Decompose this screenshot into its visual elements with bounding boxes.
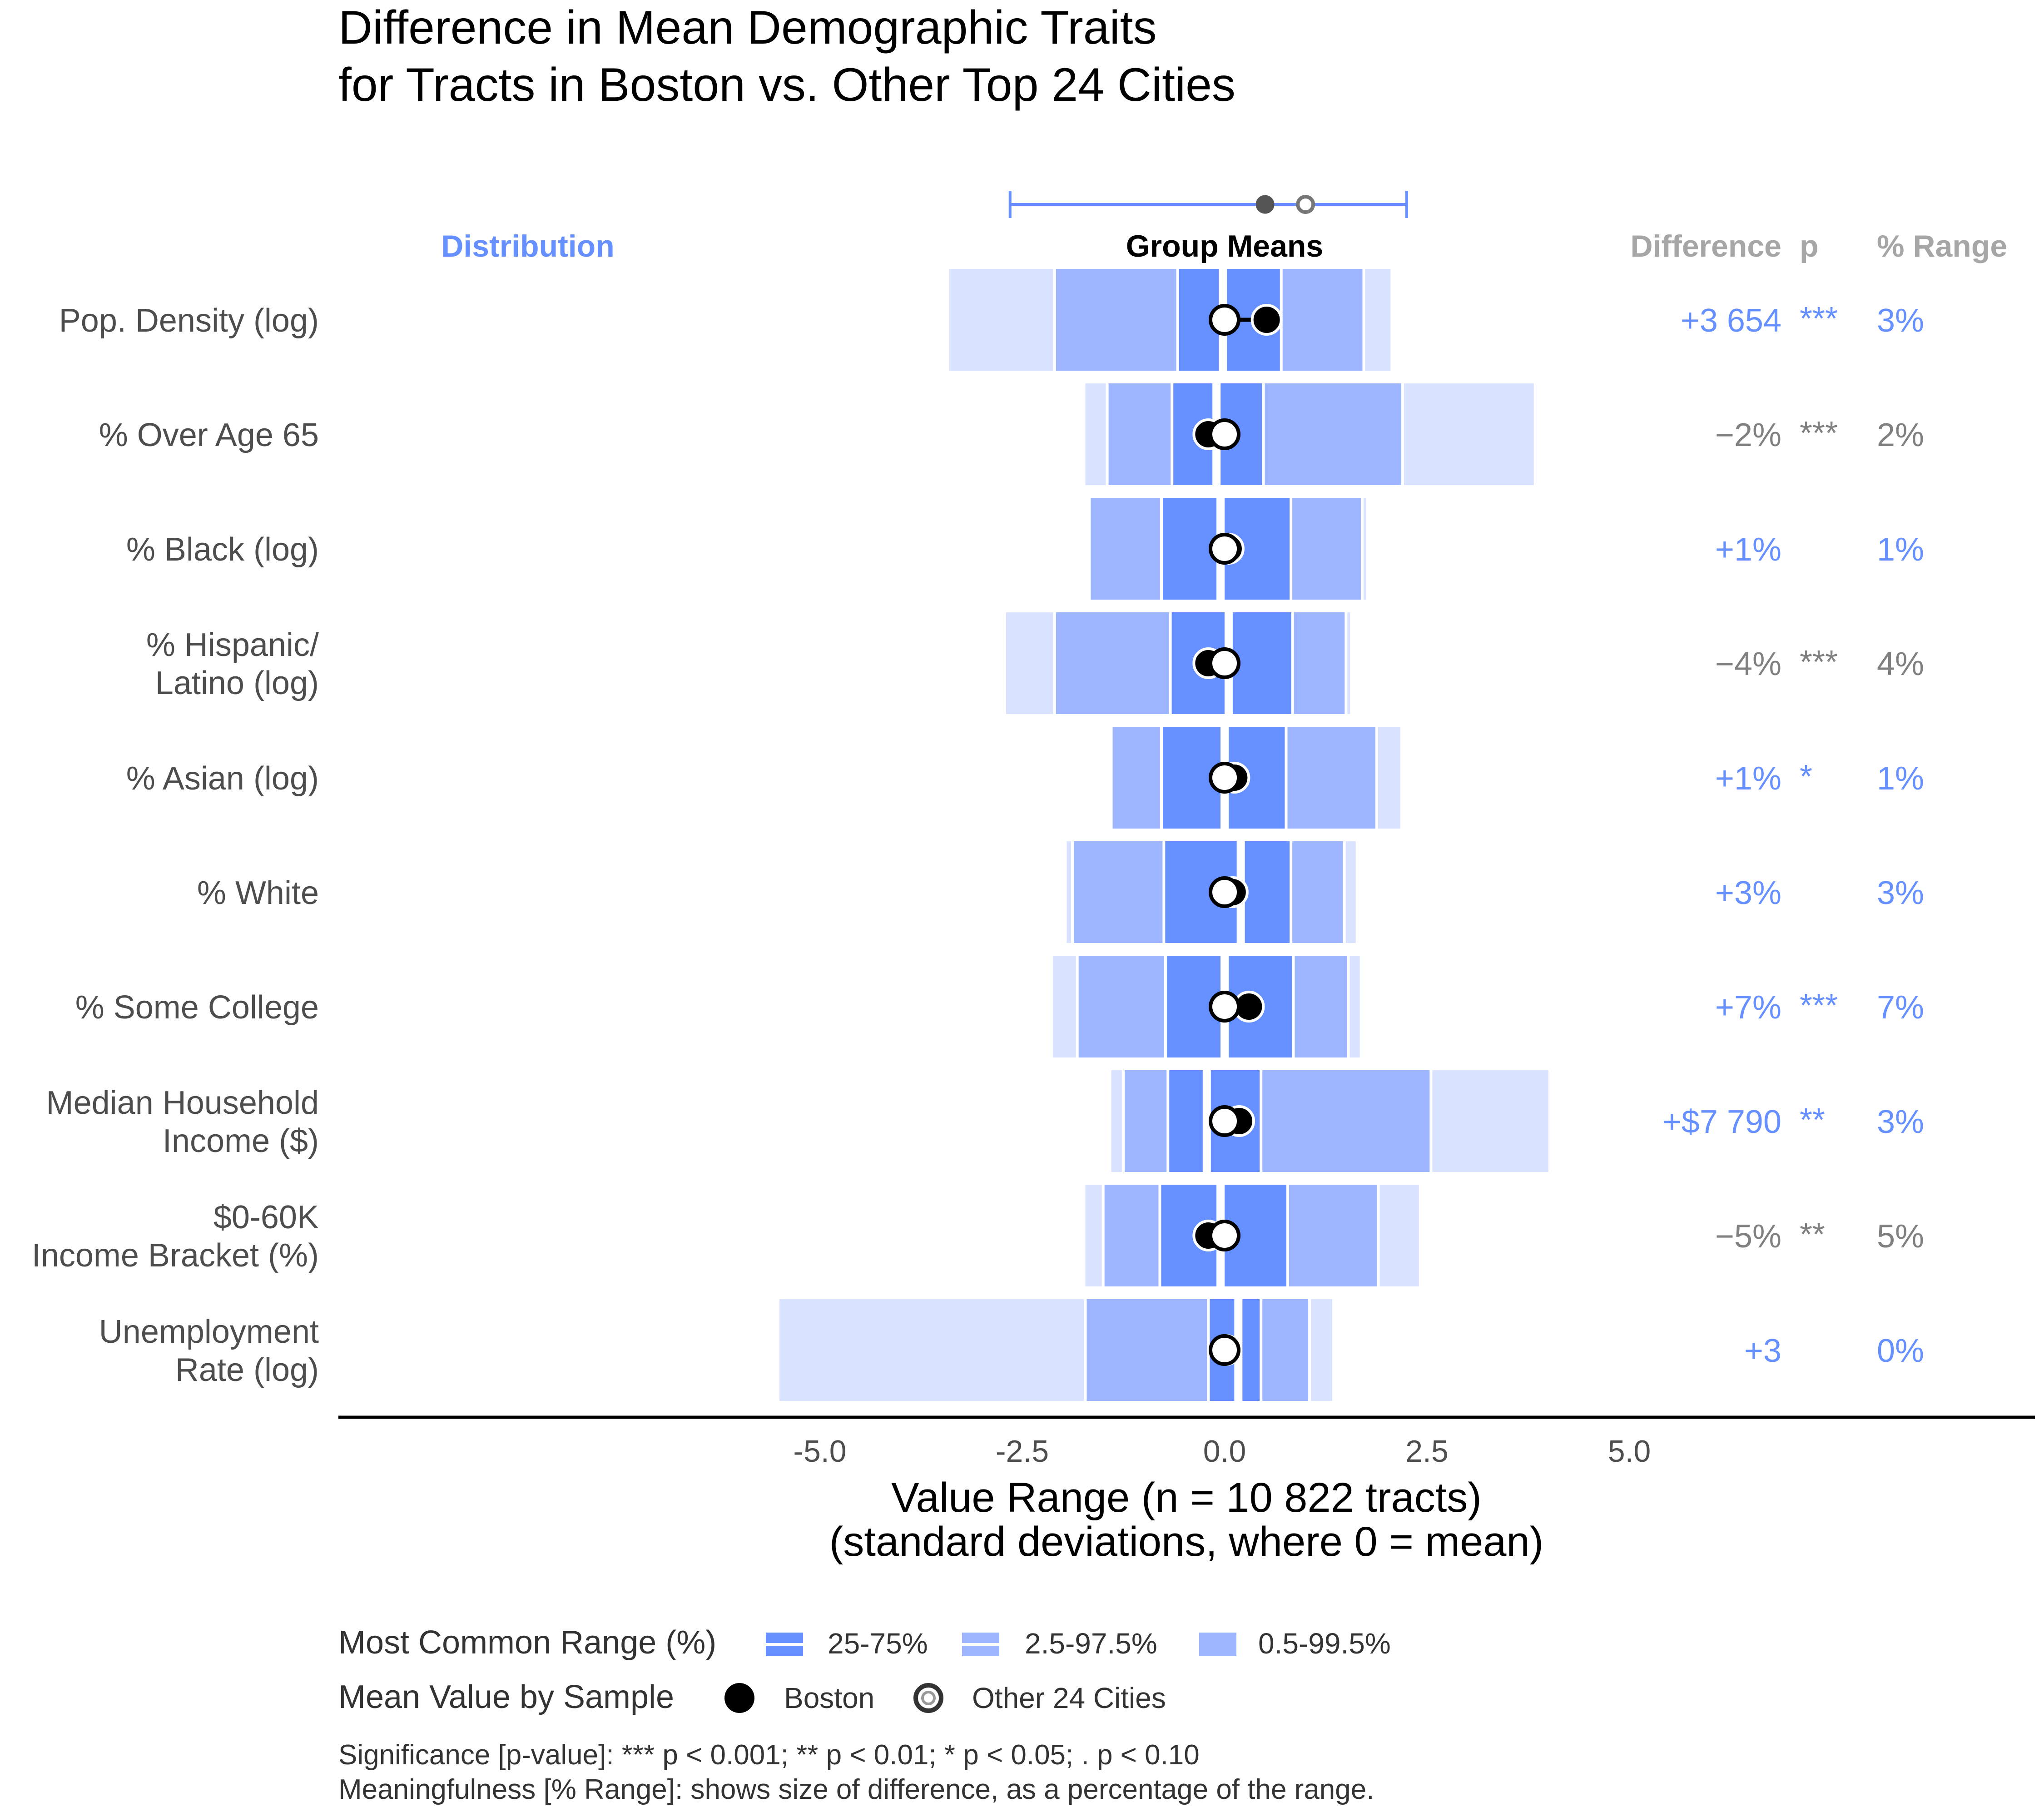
x-tick-label: 2.5 <box>1405 1434 1449 1469</box>
difference-value: +3 654 <box>1681 303 1781 339</box>
legend-range-item: 25-75% <box>828 1627 928 1660</box>
p-value-stars: *** <box>1800 988 1838 1024</box>
p-value-stars: ** <box>1800 1216 1825 1253</box>
difference-value: −4% <box>1715 646 1781 682</box>
row-label: % Hispanic/ <box>146 627 319 663</box>
other-mean-point <box>1209 304 1240 336</box>
x-axis-title-line: Value Range (n = 10 822 tracts) <box>891 1474 1482 1521</box>
band-middle <box>1085 1299 1310 1401</box>
p-value-stars: ** <box>1800 1102 1825 1138</box>
row-label: % Some College <box>75 989 319 1026</box>
other-mean-point <box>1209 533 1240 565</box>
difference-value: +1% <box>1715 531 1781 568</box>
header-group-means: Group Means <box>1126 229 1324 263</box>
other-mean-point <box>1209 1105 1240 1137</box>
boston-mean-point <box>1250 304 1283 336</box>
row-label: Median Household <box>46 1085 319 1121</box>
row-3: % Hispanic/Latino (log) −4% *** 4% <box>146 612 1924 714</box>
legend-mean-item: Other 24 Cities <box>972 1682 1166 1714</box>
legend-range-title: Most Common Range (%) <box>338 1624 716 1661</box>
reference-boston-marker <box>1255 195 1275 214</box>
pct-range-value: 1% <box>1877 531 1924 568</box>
x-tick-label: -2.5 <box>996 1434 1049 1469</box>
x-tick-label: 0.0 <box>1203 1434 1246 1469</box>
reference-other-marker <box>1296 195 1315 214</box>
row-8: $0-60K Income Bracket (%) −5% ** 5% <box>32 1185 1924 1286</box>
pct-range-value: 3% <box>1877 875 1924 911</box>
header-difference: Difference <box>1630 229 1781 263</box>
legend-mean-title: Mean Value by Sample <box>338 1679 674 1715</box>
row-label: % Asian (log) <box>126 760 319 797</box>
pct-range-value: 7% <box>1877 989 1924 1026</box>
difference-value: −5% <box>1715 1218 1781 1255</box>
other-mean-point <box>1209 876 1240 908</box>
row-label: Income ($) <box>163 1123 319 1159</box>
row-label: Pop. Density (log) <box>59 303 319 339</box>
x-axis-title-line: (standard deviations, where 0 = mean) <box>829 1519 1544 1565</box>
pct-range-value: 2% <box>1877 417 1924 453</box>
legend-range-item: 0.5-99.5% <box>1258 1627 1391 1660</box>
difference-value: +$7 790 <box>1662 1104 1781 1140</box>
other-mean-point <box>1209 1334 1240 1366</box>
row-label: Rate (log) <box>175 1352 319 1388</box>
header-pct-range: % Range <box>1877 229 2007 263</box>
pct-range-value: 0% <box>1877 1333 1924 1369</box>
caption-line: Meaningfulness [% Range]: shows size of … <box>338 1774 1374 1805</box>
pct-range-value: 4% <box>1877 646 1924 682</box>
row-label: % Over Age 65 <box>99 417 319 453</box>
pct-range-value: 3% <box>1877 1104 1924 1140</box>
p-value-stars: * <box>1800 759 1812 795</box>
header-p: p <box>1800 229 1819 263</box>
row-0: Pop. Density (log) +3 654 *** 3% <box>59 269 1924 371</box>
row-2: % Black (log) +1% 1% <box>126 498 1924 600</box>
pct-range-value: 5% <box>1877 1218 1924 1255</box>
row-label: % Black (log) <box>126 531 319 568</box>
reference-range-bar <box>1008 191 1408 218</box>
x-tick-label: -5.0 <box>793 1434 846 1469</box>
legend-swatch <box>1199 1633 1236 1656</box>
caption-line: Significance [p-value]: *** p < 0.001; *… <box>338 1739 1200 1771</box>
other-mean-point <box>1209 762 1240 794</box>
other-mean-point <box>1209 991 1240 1023</box>
row-6: % Some College +7% *** 7% <box>75 956 1924 1057</box>
legend-range-item: 2.5-97.5% <box>1025 1627 1157 1660</box>
x-tick-label: 5.0 <box>1608 1434 1651 1469</box>
difference-value: +1% <box>1715 760 1781 797</box>
p-value-stars: *** <box>1800 301 1838 337</box>
row-5: % White +3% 3% <box>197 841 1924 943</box>
pct-range-value: 3% <box>1877 303 1924 339</box>
row-label: % White <box>197 875 319 911</box>
other-mean-point <box>1209 647 1240 679</box>
difference-value: −2% <box>1715 417 1781 453</box>
other-mean-point <box>1209 1220 1240 1251</box>
row-4: % Asian (log) +1% * 1% <box>126 727 1924 829</box>
row-label: Income Bracket (%) <box>32 1237 319 1274</box>
legend-boston-marker <box>724 1683 754 1713</box>
legend-other-marker-inner <box>921 1691 936 1705</box>
row-label: Latino (log) <box>155 665 319 701</box>
other-mean-point <box>1209 418 1240 450</box>
difference-value: +3 <box>1744 1333 1781 1369</box>
difference-value: +3% <box>1715 875 1781 911</box>
header-distribution: Distribution <box>441 229 615 263</box>
legend-mean-item: Boston <box>784 1682 874 1714</box>
row-label: $0-60K <box>213 1199 319 1236</box>
chart-title-line: for Tracts in Boston vs. Other Top 24 Ci… <box>338 59 1235 111</box>
row-label: Unemployment <box>99 1314 319 1350</box>
chart-title-line: Difference in Mean Demographic Traits <box>338 1 1157 54</box>
p-value-stars: *** <box>1800 644 1838 680</box>
p-value-stars: *** <box>1800 415 1838 452</box>
pct-range-value: 1% <box>1877 760 1924 797</box>
row-1: % Over Age 65 −2% *** 2% <box>99 383 1927 485</box>
difference-value: +7% <box>1715 989 1781 1026</box>
